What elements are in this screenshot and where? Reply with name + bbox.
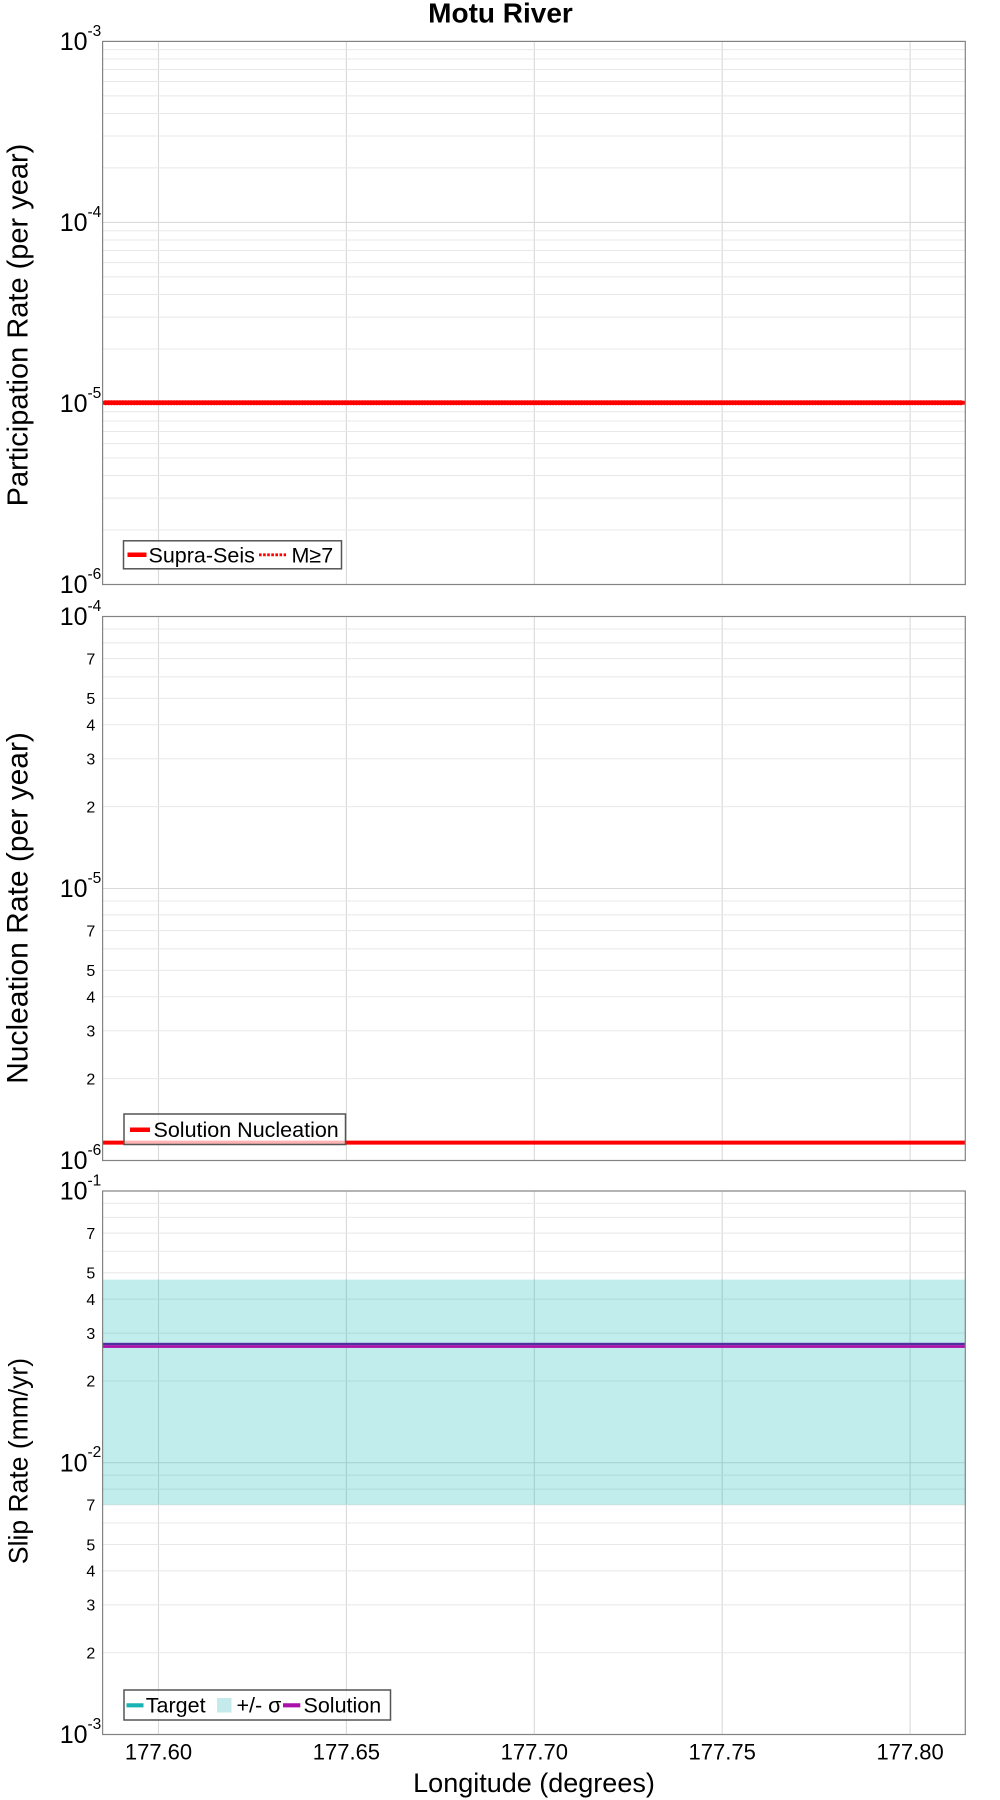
svg-text:3: 3: [86, 1326, 95, 1343]
svg-text:Nucleation Rate (per year): Nucleation Rate (per year): [2, 732, 35, 1084]
svg-text:7: 7: [86, 923, 95, 940]
svg-text:177.70: 177.70: [501, 1740, 568, 1765]
svg-text:5: 5: [86, 1537, 95, 1554]
svg-text:Longitude (degrees): Longitude (degrees): [413, 1768, 655, 1798]
svg-text:177.75: 177.75: [689, 1740, 756, 1765]
svg-text:2: 2: [86, 799, 95, 816]
svg-text:2: 2: [86, 1646, 95, 1663]
svg-text:7: 7: [86, 1226, 95, 1243]
svg-text:3: 3: [86, 752, 95, 769]
svg-text:3: 3: [86, 1598, 95, 1615]
svg-text:5: 5: [86, 1266, 95, 1283]
svg-text:4: 4: [86, 990, 95, 1007]
svg-text:4: 4: [86, 1292, 95, 1309]
svg-text:Motu River: Motu River: [428, 0, 573, 29]
svg-text:Supra-Seis: Supra-Seis: [149, 543, 255, 567]
svg-text:Solution: Solution: [304, 1693, 382, 1717]
svg-text:177.60: 177.60: [125, 1740, 192, 1765]
svg-text:Participation Rate (per year): Participation Rate (per year): [3, 144, 35, 507]
svg-text:Target: Target: [146, 1693, 206, 1717]
svg-text:3: 3: [86, 1024, 95, 1041]
svg-text:4: 4: [86, 1564, 95, 1581]
svg-text:5: 5: [86, 691, 95, 708]
svg-text:Slip Rate (mm/yr): Slip Rate (mm/yr): [4, 1358, 34, 1564]
svg-text:Solution Nucleation: Solution Nucleation: [154, 1118, 339, 1142]
svg-text:10-5: 10-5: [60, 870, 102, 903]
svg-text:5: 5: [86, 963, 95, 980]
svg-text:7: 7: [86, 651, 95, 668]
svg-text:2: 2: [86, 1071, 95, 1088]
svg-text:M≥7: M≥7: [292, 543, 334, 567]
svg-text:2: 2: [86, 1374, 95, 1391]
svg-text:177.80: 177.80: [876, 1740, 943, 1765]
svg-text:177.65: 177.65: [313, 1740, 380, 1765]
svg-text:4: 4: [86, 718, 95, 735]
svg-text:7: 7: [86, 1498, 95, 1515]
svg-text:+/- σ: +/- σ: [237, 1693, 282, 1717]
